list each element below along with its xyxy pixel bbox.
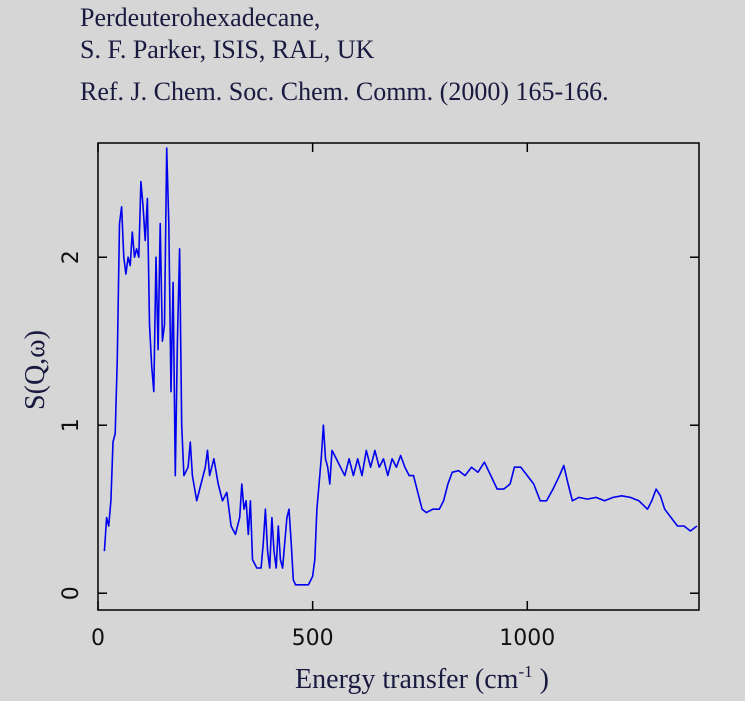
x-label-sup: -1	[518, 662, 532, 681]
data-line	[103, 147, 698, 586]
x-tick-label: 0	[91, 626, 105, 651]
title-line: Perdeuterohexadecane,	[80, 3, 320, 32]
x-label-text: )	[533, 664, 549, 695]
title-line: S. F. Parker, ISIS, RAL, UK	[80, 35, 375, 64]
x-tick-label: 500	[292, 626, 334, 651]
y-axis-label: S(Q,ω)	[20, 330, 51, 410]
x-axis-label: Energy transfer (cm-1 )	[295, 662, 549, 695]
y-tick-label: 1	[59, 418, 84, 432]
x-label-text: Energy transfer (cm	[295, 664, 519, 695]
y-tick-label: 2	[59, 250, 84, 264]
title-line: Ref. J. Chem. Soc. Chem. Comm. (2000) 16…	[80, 77, 609, 106]
plot-frame	[97, 142, 700, 611]
y-tick-label: 0	[59, 586, 84, 600]
x-tick-label: 1000	[499, 626, 555, 651]
